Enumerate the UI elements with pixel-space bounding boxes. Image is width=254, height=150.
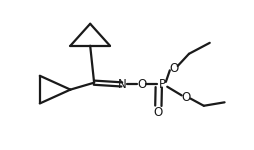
Text: P: P: [158, 78, 165, 91]
Text: O: O: [169, 62, 178, 75]
Text: O: O: [181, 91, 190, 104]
Text: O: O: [136, 78, 146, 91]
Text: N: N: [117, 78, 126, 91]
Text: O: O: [153, 106, 162, 119]
